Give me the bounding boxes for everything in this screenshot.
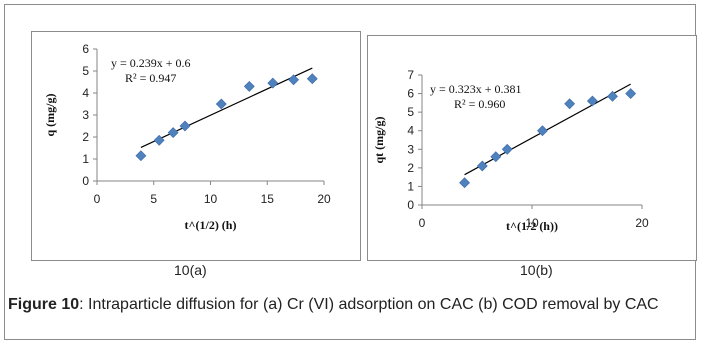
chart-10a-point xyxy=(179,120,191,132)
chart-10b-r2: R² = 0.960 xyxy=(454,97,505,111)
figure-caption: Figure 10: Intraparticle diffusion for (… xyxy=(8,294,698,315)
chart-10a-point xyxy=(306,73,318,85)
chart-10b-point xyxy=(459,177,470,189)
chart-10b-y-tick-label: 4 xyxy=(407,124,414,138)
chart-10a-x-tick-label: 5 xyxy=(150,192,157,206)
chart-10b-point xyxy=(564,98,576,110)
chart-10a-border xyxy=(31,31,361,261)
caption-text: : Intraparticle diffusion for (a) Cr (VI… xyxy=(79,296,659,313)
chart-10b-y-tick-label: 5 xyxy=(407,105,414,119)
chart-10a-point xyxy=(243,80,255,92)
chart-10a-x-tick-label: 10 xyxy=(204,192,218,206)
chart-10a-point xyxy=(215,98,227,110)
chart-10b-x-axis-label: t^(1/2 (h)) xyxy=(506,219,558,233)
caption-label: Figure 10 xyxy=(8,296,80,313)
subfigure-label-a: 10(a) xyxy=(174,262,207,278)
chart-10b-y-axis-label: qt (mg/g) xyxy=(372,117,386,164)
chart-10b-point xyxy=(607,90,618,102)
chart-10b-y-tick-label: 2 xyxy=(407,161,414,175)
chart-10a-point xyxy=(135,150,147,162)
chart-10b-point xyxy=(537,125,548,137)
chart-10b-y-tick-label: 0 xyxy=(407,198,414,212)
subfigure-label-b: 10(b) xyxy=(520,262,553,278)
chart-10a-y-tick-label: 6 xyxy=(82,42,89,56)
chart-10a-y-axis-label: q (mg/g) xyxy=(43,94,57,137)
chart-10a-y-tick-label: 0 xyxy=(82,174,89,188)
chart-10b-point xyxy=(501,143,513,155)
chart-10a-y-tick-label: 2 xyxy=(82,130,89,144)
chart-10a-point xyxy=(167,127,179,139)
chart-10a-point xyxy=(153,134,165,146)
chart-10a-y-tick-label: 4 xyxy=(82,86,89,100)
chart-10a-y-tick-label: 3 xyxy=(82,108,89,122)
chart-10b-point xyxy=(625,88,637,99)
chart-10a-equation: y = 0.239x + 0.6 xyxy=(111,56,191,70)
chart-10a-point xyxy=(288,74,300,86)
chart-10a-y-tick-label: 1 xyxy=(82,152,89,166)
chart-10b-trendline xyxy=(464,83,631,176)
chart-10a-r2: R² = 0.947 xyxy=(125,71,176,85)
chart-10a-y-tick-label: 5 xyxy=(82,64,89,78)
chart-10b-x-tick-label: 10 xyxy=(525,216,539,230)
chart-10b-equation: y = 0.323x + 0.381 xyxy=(430,82,522,96)
chart-10a: 0 1 2 3 4 5 6 0 5 10 15 20 y = 0.239x + 0.6R² = 0.94… xyxy=(31,31,361,261)
chart-10a-x-tick-label: 15 xyxy=(261,192,275,206)
chart-10b-x-tick-label: 20 xyxy=(635,216,649,230)
chart-10a-x-tick-label: 0 xyxy=(94,192,101,206)
chart-10b-x-tick-label: 0 xyxy=(419,216,426,230)
chart-10b-point xyxy=(490,151,502,163)
chart-10b-point xyxy=(476,160,488,172)
chart-10a-x-axis-label: t^(1/2) (h) xyxy=(185,218,237,232)
chart-10b-y-tick-label: 7 xyxy=(407,68,414,82)
chart-10b-point xyxy=(586,95,598,107)
chart-10a-x-tick-label: 20 xyxy=(317,192,331,206)
chart-10a-point xyxy=(267,77,279,89)
chart-10b-y-tick-label: 3 xyxy=(407,142,414,156)
chart-10b-y-tick-label: 1 xyxy=(407,179,414,193)
chart-10b-y-tick-label: 6 xyxy=(407,87,414,101)
chart-10a-plot: 0 1 2 3 4 5 6 0 5 10 15 20 y = 0.239x + 0.6R² = 0.94… xyxy=(43,42,331,232)
